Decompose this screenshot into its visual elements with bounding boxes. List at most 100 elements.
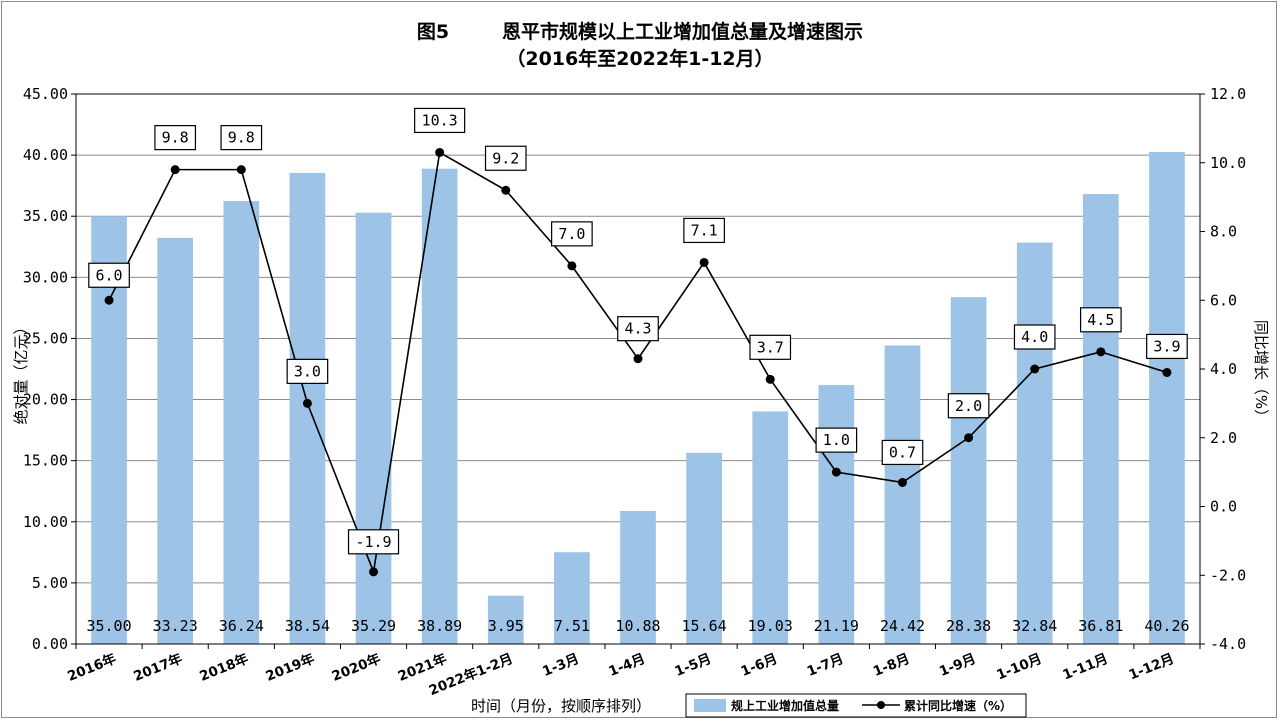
line-point — [831, 467, 841, 477]
left-axis-tick-label: 35.00 — [23, 207, 68, 225]
category-label: 1-4月 — [606, 651, 647, 680]
line-label-box — [484, 145, 527, 171]
bar-value-label: 36.81 — [1078, 617, 1123, 635]
right-axis-tick-label: 2.0 — [1210, 429, 1237, 447]
category-label: 2019年 — [263, 650, 317, 685]
line-value-label: 9.8 — [228, 129, 255, 147]
line-value-label: 4.0 — [1021, 328, 1048, 346]
bar-value-label: 36.24 — [219, 617, 264, 635]
category-label: 1-3月 — [540, 651, 581, 680]
bar — [355, 212, 392, 644]
line-value-label: 3.7 — [757, 338, 784, 356]
line-value-label: -1.9 — [355, 533, 391, 551]
legend-bar-swatch — [694, 699, 726, 712]
line-point — [964, 433, 974, 443]
category-label: 1-9月 — [937, 651, 978, 680]
line-series — [104, 147, 1172, 577]
right-axis-tick-label: 8.0 — [1210, 223, 1237, 241]
left-axis-tick-label: 30.00 — [23, 268, 68, 286]
line-label-box — [286, 358, 329, 384]
bar-value-labels: 35.00 33.23 36.24 38.54 35.29 38.89 3.95 7.51 10… — [86, 617, 1189, 635]
line-value-label: 3.9 — [1153, 337, 1180, 355]
y2-axis-label: 同比增长（%） — [1252, 320, 1270, 424]
category-label: 2017年 — [131, 650, 185, 685]
line-label-box — [1079, 307, 1122, 333]
line-value-label: 10.3 — [422, 111, 458, 129]
bar — [289, 172, 326, 644]
legend-line-marker — [877, 701, 885, 709]
left-axis-tick-label: 40.00 — [23, 146, 68, 164]
line-point — [1030, 364, 1040, 374]
legend-line-label: 累计同比增速（%） — [904, 698, 1012, 713]
line-label-box — [551, 221, 593, 247]
bar — [620, 511, 656, 644]
bar-value-label: 35.00 — [86, 617, 131, 635]
right-axis-tick-label: -4.0 — [1210, 635, 1246, 653]
line-value-label: 6.0 — [96, 266, 123, 284]
line-point — [567, 261, 577, 271]
line-label-box — [683, 217, 725, 244]
line-point — [765, 374, 775, 384]
left-axis-tick-label: 10.00 — [23, 513, 68, 531]
bar-value-label: 33.23 — [153, 617, 198, 635]
bar-value-label: 10.88 — [615, 617, 660, 635]
line-point — [302, 398, 312, 408]
right-axis-tick-label: 4.0 — [1210, 360, 1237, 378]
bar-value-label: 28.38 — [946, 617, 991, 635]
right-axis-tick-label: -2.0 — [1210, 566, 1246, 584]
bar-value-label: 15.64 — [682, 617, 727, 635]
bar-value-label: 38.89 — [417, 617, 462, 635]
bar-value-label: 38.54 — [285, 617, 330, 635]
category-label: 1-11月 — [1060, 651, 1110, 684]
line-point — [699, 257, 709, 267]
left-axis-tick-label: 20.00 — [23, 391, 68, 409]
category-label: 1-12月 — [1127, 651, 1177, 684]
line-value-label: 2.0 — [955, 397, 982, 415]
legend: 规上工业增加值总量 累计同比增速（%） — [685, 693, 1027, 718]
line-label-box — [88, 262, 130, 288]
bar — [1016, 242, 1053, 644]
bar-value-label: 3.95 — [488, 617, 524, 635]
line-value-label: 7.0 — [558, 225, 585, 243]
legend-bar-label: 规上工业增加值总量 — [731, 698, 839, 713]
bar-value-label: 19.03 — [748, 617, 793, 635]
line-label-box — [1146, 333, 1188, 360]
right-axis-tick-label: 10.0 — [1210, 154, 1246, 172]
bar — [884, 345, 921, 644]
x-axis-label: 时间（月份，按顺序排列） — [471, 697, 651, 715]
bar — [223, 201, 260, 645]
bar-value-label: 24.42 — [880, 617, 925, 635]
line-point — [435, 147, 445, 157]
line-label-box — [749, 334, 792, 360]
line-point — [236, 165, 246, 175]
right-axis-ticks: -4.0 -2.0 0.0 2.0 4.0 6.0 8.0 10.0 12.0 — [1200, 85, 1246, 653]
left-axis-tick-label: 45.00 — [23, 85, 68, 103]
bar — [1082, 194, 1119, 644]
line-label-box — [347, 529, 400, 555]
line-label-box — [617, 316, 659, 342]
line-value-labels: 6.0 9.8 9.8 3.0 -1.9 10.3 9.2 7.0 4.3 7.1 3.7 1.0 0.… — [88, 107, 1188, 555]
bar-value-label: 32.84 — [1012, 617, 1057, 635]
line-value-label: 1.0 — [823, 431, 850, 449]
category-label: 2016年 — [65, 650, 119, 685]
line-value-label: 9.2 — [492, 149, 519, 167]
line-value-label: 9.8 — [162, 129, 189, 147]
left-axis-ticks: 0.00 5.00 10.00 15.00 20.00 25.00 30.00 35.00 40… — [23, 85, 76, 653]
category-label: 2020年 — [329, 650, 383, 685]
bar — [487, 595, 524, 644]
bar — [818, 385, 855, 644]
right-axis-tick-label: 6.0 — [1210, 291, 1237, 309]
bar — [157, 237, 194, 644]
left-axis-tick-label: 15.00 — [23, 452, 68, 470]
line-label-box — [815, 427, 858, 453]
bar-value-label: 21.19 — [814, 617, 859, 635]
right-axis-tick-label: 0.0 — [1210, 498, 1237, 516]
bar — [554, 552, 590, 644]
bar-value-label: 7.51 — [554, 617, 590, 635]
category-label: 1-7月 — [805, 651, 846, 680]
line-value-label: 0.7 — [889, 443, 916, 461]
line-point — [104, 295, 114, 305]
